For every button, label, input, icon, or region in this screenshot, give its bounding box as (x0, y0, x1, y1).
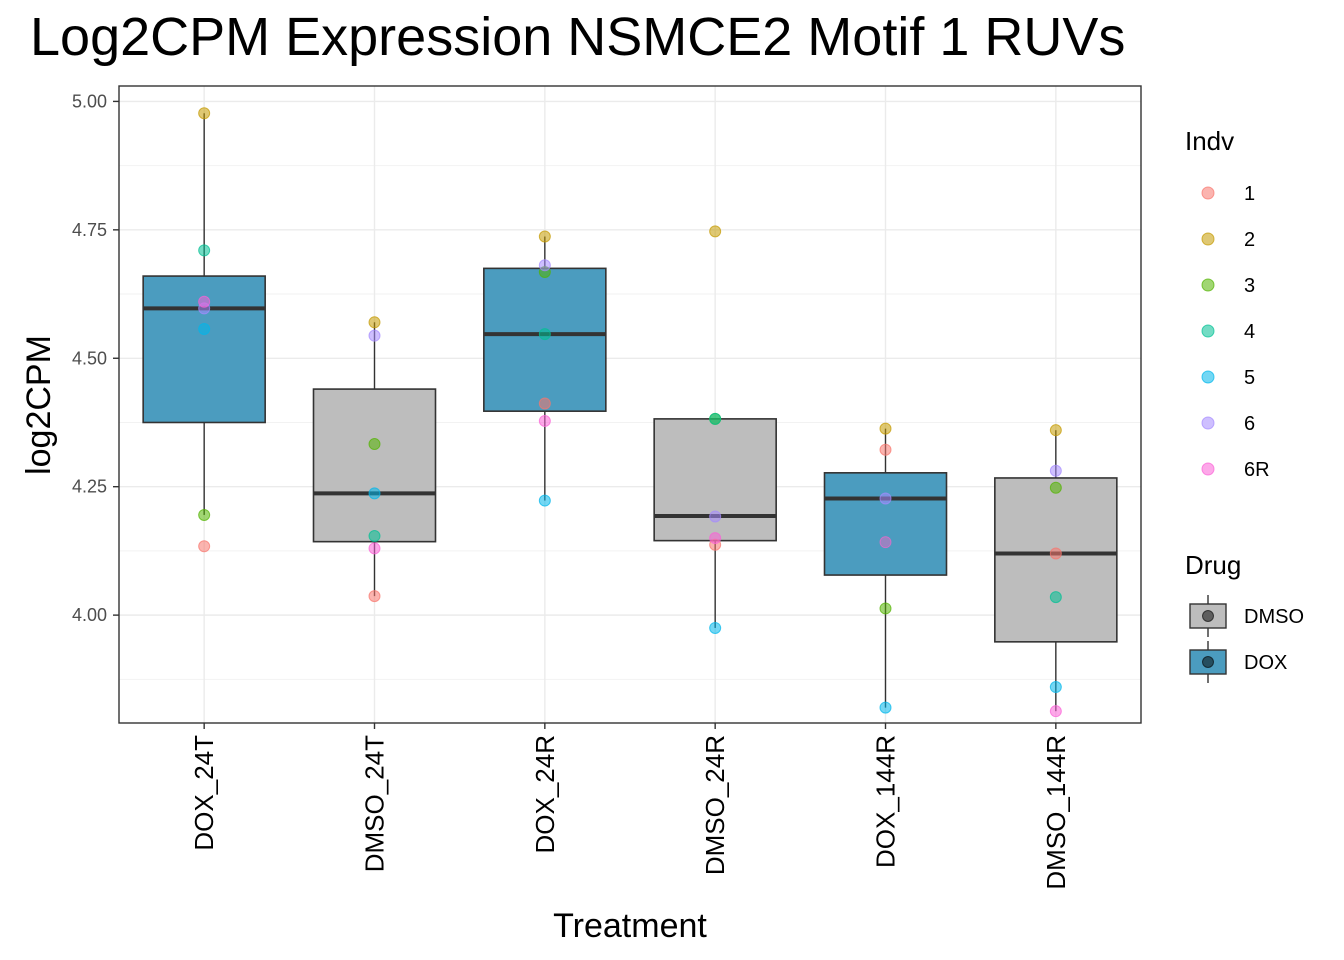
data-point-indv-2 (368, 316, 381, 329)
legend-label-indv: 3 (1244, 275, 1255, 297)
data-point-indv-6r (368, 542, 381, 555)
y-tick-label: 4.00 (72, 605, 107, 625)
data-point-indv-2 (709, 225, 722, 238)
data-point-indv-5 (709, 621, 722, 634)
x-tick-label: DOX_24T (189, 735, 219, 851)
data-point-indv-2 (1049, 424, 1062, 437)
data-point-indv-4 (538, 328, 551, 341)
legend-key-indv (1201, 232, 1215, 246)
data-point-indv-6 (879, 492, 892, 505)
data-point-indv-2 (198, 107, 211, 120)
legend-label-indv: 2 (1244, 229, 1255, 251)
legend-label-indv: 1 (1244, 183, 1255, 205)
legend-key-indv (1201, 416, 1215, 430)
legend-label-indv: 4 (1244, 321, 1255, 343)
legend: Indv 1 2 3 4 5 6 6R Drug DMSO DOX (1185, 126, 1304, 683)
legend-key-indv (1201, 462, 1215, 476)
plot-panel (119, 86, 1141, 723)
x-tick-label: DOX_24R (530, 735, 560, 854)
data-point-indv-6r (538, 414, 551, 427)
data-point-indv-1 (1049, 547, 1062, 560)
legend-label-indv: 5 (1244, 367, 1255, 389)
data-point-indv-5 (538, 494, 551, 507)
data-point-indv-6r (709, 532, 722, 545)
y-tick-label: 4.50 (72, 348, 107, 368)
data-point-indv-5 (198, 322, 211, 335)
y-axis-label: log2CPM (20, 335, 58, 475)
y-tick-label: 4.75 (72, 220, 107, 240)
data-point-indv-6r (1049, 705, 1062, 718)
data-point-indv-3 (1049, 481, 1062, 494)
data-point-indv-2 (879, 422, 892, 435)
data-point-indv-6 (709, 510, 722, 523)
data-point-indv-1 (368, 590, 381, 603)
data-point-indv-6r (879, 536, 892, 549)
data-point-indv-3 (879, 602, 892, 615)
x-tick-label: DOX_144R (871, 735, 901, 868)
axes: 4.00 4.25 4.50 4.75 5.00 DOX_24T DMSO_24T DOX_2… (72, 91, 1071, 889)
box-dmso_24t (312, 388, 437, 543)
legend-title-drug: Drug (1185, 550, 1241, 580)
chart-title: Log2CPM Expression NSMCE2 Motif 1 RUVs (30, 7, 1126, 67)
legend-key-indv (1201, 186, 1215, 200)
data-point-indv-4 (368, 530, 381, 543)
legend-label-drug: DMSO (1244, 606, 1304, 628)
data-point-indv-5 (879, 701, 892, 714)
data-point-indv-1 (198, 540, 211, 553)
data-point-indv-6 (368, 329, 381, 342)
data-point-indv-5 (368, 487, 381, 500)
plot-panel-border (118, 85, 1142, 724)
data-point-indv-3 (368, 438, 381, 451)
legend-key-point (1202, 610, 1214, 622)
box-dox_24t (142, 275, 266, 424)
data-point-indv-1 (538, 397, 551, 410)
data-point-indv-3 (198, 508, 211, 521)
data-point-indv-6r (198, 295, 211, 308)
data-point-indv-2 (538, 230, 551, 243)
legend-label-indv: 6R (1244, 459, 1270, 481)
x-tick-label: DMSO_24T (360, 735, 390, 872)
box-dmso_144r (994, 477, 1118, 643)
box-layer (142, 113, 1118, 712)
data-point-indv-4 (1049, 591, 1062, 604)
legend-key-indv (1201, 278, 1215, 292)
x-tick-label: DMSO_144R (1041, 735, 1071, 890)
y-tick-label: 5.00 (72, 91, 107, 111)
data-point-indv-6 (1049, 464, 1062, 477)
legend-key-indv (1201, 370, 1215, 384)
data-point-indv-5 (1049, 681, 1062, 694)
legend-label-indv: 6 (1244, 413, 1255, 435)
data-point-indv-4 (198, 244, 211, 257)
legend-label-drug: DOX (1244, 652, 1287, 674)
y-tick-label: 4.25 (72, 477, 107, 497)
grid-lines (119, 86, 1141, 723)
legend-key-indv (1201, 324, 1215, 338)
legend-title-indv: Indv (1185, 126, 1234, 156)
box-dox_144r (823, 472, 948, 576)
data-point-indv-6 (538, 259, 551, 272)
data-point-indv-4 (709, 412, 722, 425)
points-layer (198, 107, 1062, 718)
x-axis-label: Treatment (553, 907, 707, 945)
x-tick-label: DMSO_24R (700, 735, 730, 875)
data-point-indv-1 (879, 443, 892, 456)
legend-key-point (1202, 656, 1214, 668)
